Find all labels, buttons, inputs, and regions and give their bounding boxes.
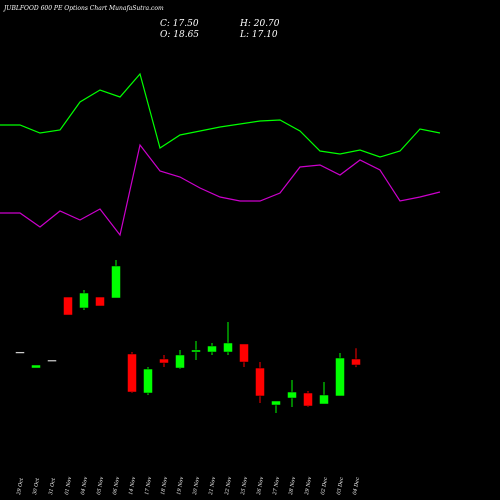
x-tick-label: 20 Nov: [192, 476, 201, 496]
candle-body: [239, 343, 249, 363]
indicator-line: [0, 72, 441, 158]
x-tick-label: 30 Oct: [32, 477, 41, 496]
candle-body: [351, 358, 361, 366]
candle-body: [207, 345, 217, 353]
x-tick-label: 21 Nov: [208, 476, 217, 496]
candle-body: [287, 391, 297, 399]
candle-body: [159, 358, 169, 364]
candle-body: [47, 359, 57, 362]
x-tick-label: 03 Dec: [336, 477, 345, 496]
x-tick-label: 01 Nov: [64, 476, 73, 495]
close-label: C: 17.50: [160, 19, 199, 29]
candle-body: [303, 392, 313, 407]
x-tick-label: 04 Dec: [352, 477, 361, 496]
high-label: H: 20.70: [239, 19, 280, 29]
candle-body: [79, 292, 89, 309]
open-label: O: 18.65: [160, 30, 199, 40]
x-tick-label: 31 Oct: [48, 477, 57, 496]
x-tick-label: 19 Nov: [176, 476, 185, 495]
candle-body: [255, 367, 265, 397]
x-tick-label: 25 Nov: [240, 476, 249, 496]
candle-body: [127, 353, 137, 393]
candle-body: [335, 357, 345, 397]
x-tick-label: 27 Nov: [272, 476, 281, 496]
x-tick-label: 22 Nov: [224, 476, 233, 496]
x-tick-label: 28 Nov: [288, 476, 297, 496]
candle-body: [223, 342, 233, 353]
x-tick-label: 17 Nov: [144, 476, 153, 495]
x-tick-label: 04 Nov: [80, 476, 89, 495]
candle-body: [143, 368, 153, 394]
candle-body: [111, 265, 121, 299]
candle-body: [191, 349, 201, 353]
x-tick-label: 05 Nov: [96, 476, 105, 495]
candle-body: [95, 296, 105, 307]
indicator-line: [0, 143, 441, 237]
candle-body: [15, 351, 25, 354]
candle-body: [175, 354, 185, 369]
x-tick-label: 06 Nov: [112, 476, 121, 495]
x-tick-label: 29 Oct: [16, 477, 25, 497]
candle-body: [271, 400, 281, 406]
x-tick-label: 29 Nov: [304, 476, 313, 496]
chart-title: JUBLFOOD 600 PE Options Chart MunafaSutr…: [2, 5, 164, 12]
x-tick-label: 14 Nov: [128, 476, 137, 495]
x-tick-label: 18 Nov: [160, 476, 169, 495]
low-label: L: 17.10: [239, 30, 278, 40]
x-tick-label: 02 Dec: [320, 477, 329, 496]
candle-body: [31, 364, 41, 369]
candle-body: [63, 296, 73, 316]
candle-body: [319, 394, 329, 405]
x-tick-label: 26 Nov: [256, 476, 265, 496]
